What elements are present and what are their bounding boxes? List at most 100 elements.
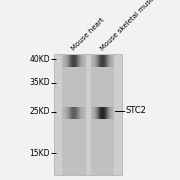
- Bar: [105, 55, 106, 67]
- Bar: [111, 55, 112, 67]
- Bar: [85, 55, 86, 67]
- Bar: [82, 55, 83, 67]
- Bar: [82, 107, 83, 119]
- Bar: [92, 55, 93, 67]
- Bar: [78, 55, 79, 67]
- Bar: [93, 55, 94, 67]
- Bar: [84, 107, 85, 119]
- Bar: [102, 55, 103, 67]
- Bar: [91, 107, 92, 119]
- Bar: [96, 55, 97, 67]
- Bar: [99, 107, 100, 119]
- Bar: [65, 107, 66, 119]
- Bar: [84, 55, 85, 67]
- Bar: [81, 107, 82, 119]
- Bar: [66, 107, 67, 119]
- Bar: [99, 55, 100, 67]
- Text: 25KD: 25KD: [30, 107, 50, 116]
- Bar: [111, 107, 112, 119]
- Bar: [103, 55, 104, 67]
- Bar: [93, 107, 94, 119]
- Bar: [70, 107, 71, 119]
- Bar: [107, 107, 108, 119]
- Bar: [63, 107, 64, 119]
- Bar: [100, 107, 101, 119]
- Bar: [107, 55, 108, 67]
- Bar: [102, 107, 103, 119]
- Bar: [80, 107, 81, 119]
- Bar: [77, 107, 78, 119]
- Bar: [72, 55, 73, 67]
- Bar: [97, 55, 98, 67]
- Bar: [80, 55, 81, 67]
- Bar: [73, 55, 74, 67]
- Bar: [101, 107, 102, 119]
- Bar: [70, 55, 71, 67]
- Bar: [104, 55, 105, 67]
- Bar: [106, 107, 107, 119]
- Bar: [104, 107, 105, 119]
- Bar: [91, 55, 92, 67]
- Bar: [71, 55, 72, 67]
- Bar: [76, 55, 77, 67]
- Text: 15KD: 15KD: [30, 148, 50, 158]
- Bar: [98, 55, 99, 67]
- Bar: [69, 107, 70, 119]
- Bar: [64, 55, 65, 67]
- Bar: [95, 55, 96, 67]
- Bar: [77, 55, 78, 67]
- Bar: [62, 55, 63, 67]
- Bar: [110, 55, 111, 67]
- Bar: [65, 55, 66, 67]
- Bar: [72, 107, 73, 119]
- Text: Mouse skeletal muscle: Mouse skeletal muscle: [99, 0, 159, 52]
- Bar: [63, 55, 64, 67]
- Bar: [74, 107, 75, 119]
- Bar: [96, 107, 97, 119]
- Bar: [62, 54, 86, 175]
- Bar: [94, 55, 95, 67]
- Bar: [71, 107, 72, 119]
- Bar: [109, 55, 110, 67]
- Bar: [68, 107, 69, 119]
- Bar: [66, 55, 67, 67]
- Bar: [83, 55, 84, 67]
- Bar: [100, 55, 101, 67]
- Bar: [85, 107, 86, 119]
- Bar: [108, 55, 109, 67]
- Bar: [105, 107, 106, 119]
- Bar: [112, 55, 113, 67]
- Bar: [92, 107, 93, 119]
- Bar: [75, 55, 76, 67]
- Bar: [97, 107, 98, 119]
- Bar: [67, 55, 68, 67]
- Bar: [69, 55, 70, 67]
- Bar: [106, 55, 107, 67]
- Bar: [113, 55, 114, 67]
- Bar: [101, 55, 102, 67]
- Text: Mouse heart: Mouse heart: [71, 17, 105, 52]
- Bar: [75, 107, 76, 119]
- Bar: [79, 55, 80, 67]
- Bar: [83, 107, 84, 119]
- Bar: [78, 107, 79, 119]
- Bar: [103, 107, 104, 119]
- Bar: [54, 54, 122, 175]
- Bar: [98, 107, 99, 119]
- Bar: [95, 107, 96, 119]
- Text: STC2: STC2: [126, 106, 147, 115]
- Bar: [81, 55, 82, 67]
- Text: 40KD: 40KD: [30, 55, 50, 64]
- Bar: [67, 107, 68, 119]
- Bar: [68, 55, 69, 67]
- Text: 35KD: 35KD: [30, 78, 50, 87]
- Bar: [91, 54, 114, 175]
- Bar: [112, 107, 113, 119]
- Bar: [108, 107, 109, 119]
- Bar: [74, 55, 75, 67]
- Bar: [109, 107, 110, 119]
- Bar: [62, 107, 63, 119]
- Bar: [113, 107, 114, 119]
- Bar: [64, 107, 65, 119]
- Bar: [94, 107, 95, 119]
